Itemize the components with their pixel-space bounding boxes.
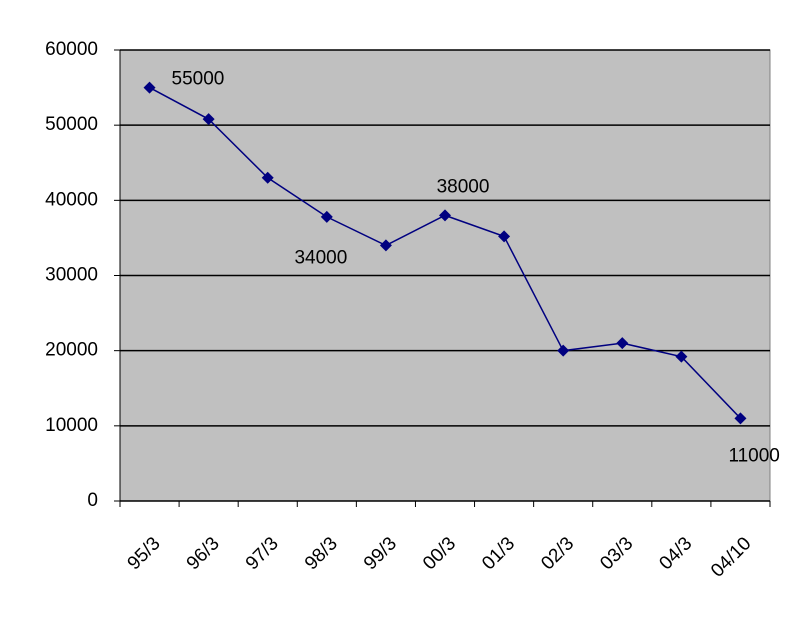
data-point [320,210,333,223]
x-tick-label: 03/3 [596,533,637,574]
data-point [734,412,747,425]
x-tick-label: 96/3 [183,533,224,574]
x-tick-label: 98/3 [301,533,342,574]
data-label: 38000 [437,176,490,197]
data-point [261,171,274,184]
y-tick-label: 50000 [45,114,98,135]
data-label: 55000 [172,69,225,90]
y-tick-label: 30000 [45,265,98,286]
data-point [557,344,570,357]
x-tick-label: 02/3 [537,533,578,574]
x-tick-label: 95/3 [124,533,165,574]
data-point [439,209,451,222]
data-label: 11000 [728,445,779,466]
x-tick-label: 00/3 [419,533,460,574]
data-point [143,81,156,94]
data-point [202,113,215,126]
data-point [675,350,688,363]
x-tick-label: 99/3 [360,533,401,574]
x-tick-label: 01/3 [478,533,519,574]
x-tick-label: 04/3 [655,533,696,574]
data-point [379,239,392,252]
y-tick-label: 20000 [45,340,98,361]
y-tick-label: 40000 [45,189,98,210]
y-tick-label: 60000 [45,39,98,60]
y-tick-label: 10000 [45,415,98,436]
data-point [616,337,629,350]
data-point [498,230,511,243]
data-label: 34000 [294,247,347,268]
x-tick-label: 04/10 [707,533,755,581]
x-tick-label: 97/3 [242,533,283,574]
y-tick-label: 0 [87,490,98,511]
